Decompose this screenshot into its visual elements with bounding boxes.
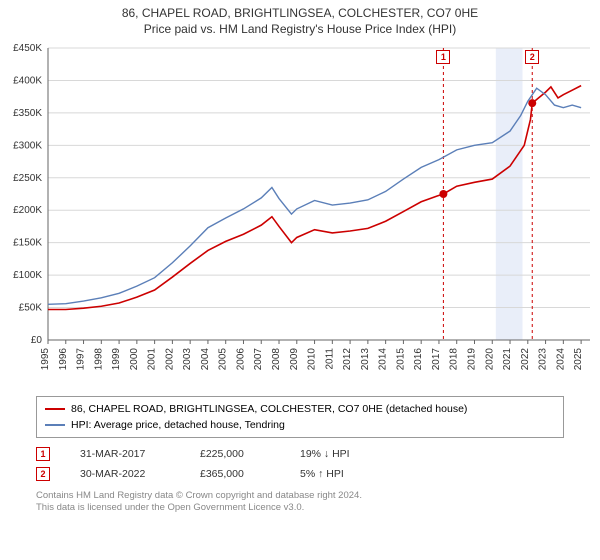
transactions-table: 1 31-MAR-2017 £225,000 19% ↓ HPI 2 30-MA… bbox=[36, 444, 564, 484]
svg-text:2013: 2013 bbox=[360, 348, 371, 371]
legend-row: 86, CHAPEL ROAD, BRIGHTLINGSEA, COLCHEST… bbox=[45, 401, 555, 417]
svg-text:2020: 2020 bbox=[484, 348, 495, 371]
transaction-date: 30-MAR-2022 bbox=[80, 468, 170, 480]
svg-text:2010: 2010 bbox=[307, 348, 318, 371]
svg-text:1998: 1998 bbox=[93, 348, 104, 371]
transaction-delta: 19% ↓ HPI bbox=[300, 448, 380, 460]
svg-text:2014: 2014 bbox=[378, 348, 389, 371]
svg-text:£50K: £50K bbox=[19, 303, 43, 314]
chart-svg: £0 £50K £100K £150K £200K £250K £300K £350K £400… bbox=[0, 40, 600, 390]
legend-label: 86, CHAPEL ROAD, BRIGHTLINGSEA, COLCHEST… bbox=[71, 403, 467, 415]
footer-attribution: Contains HM Land Registry data © Crown c… bbox=[36, 490, 564, 515]
svg-text:£150K: £150K bbox=[13, 238, 42, 249]
svg-text:2009: 2009 bbox=[289, 348, 300, 371]
footer-line: Contains HM Land Registry data © Crown c… bbox=[36, 490, 564, 502]
svg-text:2025: 2025 bbox=[573, 348, 584, 371]
legend-row: HPI: Average price, detached house, Tend… bbox=[45, 417, 555, 433]
svg-text:2017: 2017 bbox=[431, 348, 442, 371]
svg-text:1997: 1997 bbox=[76, 348, 87, 371]
svg-text:2021: 2021 bbox=[502, 348, 513, 371]
svg-text:£100K: £100K bbox=[13, 270, 42, 281]
title-address: 86, CHAPEL ROAD, BRIGHTLINGSEA, COLCHEST… bbox=[10, 6, 590, 20]
svg-text:2011: 2011 bbox=[324, 348, 335, 370]
svg-text:2018: 2018 bbox=[449, 348, 460, 371]
legend-swatch bbox=[45, 408, 65, 410]
transaction-marker: 2 bbox=[36, 467, 50, 481]
svg-text:2002: 2002 bbox=[164, 348, 175, 371]
svg-text:2022: 2022 bbox=[520, 348, 531, 371]
svg-text:2006: 2006 bbox=[235, 348, 246, 371]
transaction-price: £365,000 bbox=[200, 468, 270, 480]
legend-label: HPI: Average price, detached house, Tend… bbox=[71, 419, 285, 431]
chart-container: 86, CHAPEL ROAD, BRIGHTLINGSEA, COLCHEST… bbox=[0, 0, 600, 560]
legend-swatch bbox=[45, 424, 65, 426]
svg-text:2004: 2004 bbox=[200, 348, 211, 371]
table-row: 1 31-MAR-2017 £225,000 19% ↓ HPI bbox=[36, 444, 564, 464]
svg-text:2001: 2001 bbox=[147, 348, 158, 371]
svg-text:£250K: £250K bbox=[13, 173, 42, 184]
svg-text:2023: 2023 bbox=[538, 348, 549, 371]
sale-badge-1: 1 bbox=[436, 50, 450, 64]
svg-text:£300K: £300K bbox=[13, 140, 42, 151]
svg-text:£200K: £200K bbox=[13, 205, 42, 216]
transaction-marker: 1 bbox=[36, 447, 50, 461]
svg-text:1999: 1999 bbox=[111, 348, 122, 371]
svg-text:2005: 2005 bbox=[218, 348, 229, 371]
svg-text:2024: 2024 bbox=[555, 348, 566, 371]
svg-text:1996: 1996 bbox=[58, 348, 69, 371]
svg-text:£450K: £450K bbox=[13, 43, 42, 54]
svg-text:£350K: £350K bbox=[13, 108, 42, 119]
title-subtitle: Price paid vs. HM Land Registry's House … bbox=[10, 22, 590, 36]
transaction-price: £225,000 bbox=[200, 448, 270, 460]
transaction-date: 31-MAR-2017 bbox=[80, 448, 170, 460]
svg-text:£0: £0 bbox=[31, 335, 43, 346]
transaction-delta: 5% ↑ HPI bbox=[300, 468, 380, 480]
svg-text:1995: 1995 bbox=[40, 348, 51, 371]
footer-line: This data is licensed under the Open Gov… bbox=[36, 502, 564, 514]
svg-text:£400K: £400K bbox=[13, 75, 42, 86]
svg-text:2019: 2019 bbox=[466, 348, 477, 371]
svg-text:2008: 2008 bbox=[271, 348, 282, 371]
svg-text:2003: 2003 bbox=[182, 348, 193, 371]
table-row: 2 30-MAR-2022 £365,000 5% ↑ HPI bbox=[36, 464, 564, 484]
svg-text:2000: 2000 bbox=[129, 348, 140, 371]
svg-text:2015: 2015 bbox=[395, 348, 406, 371]
svg-text:2012: 2012 bbox=[342, 348, 353, 371]
legend-box: 86, CHAPEL ROAD, BRIGHTLINGSEA, COLCHEST… bbox=[36, 396, 564, 438]
sale-badge-2: 2 bbox=[525, 50, 539, 64]
svg-text:2007: 2007 bbox=[253, 348, 264, 371]
chart-area: £0 £50K £100K £150K £200K £250K £300K £350K £400… bbox=[0, 40, 600, 390]
title-block: 86, CHAPEL ROAD, BRIGHTLINGSEA, COLCHEST… bbox=[0, 0, 600, 40]
svg-text:2016: 2016 bbox=[413, 348, 424, 371]
